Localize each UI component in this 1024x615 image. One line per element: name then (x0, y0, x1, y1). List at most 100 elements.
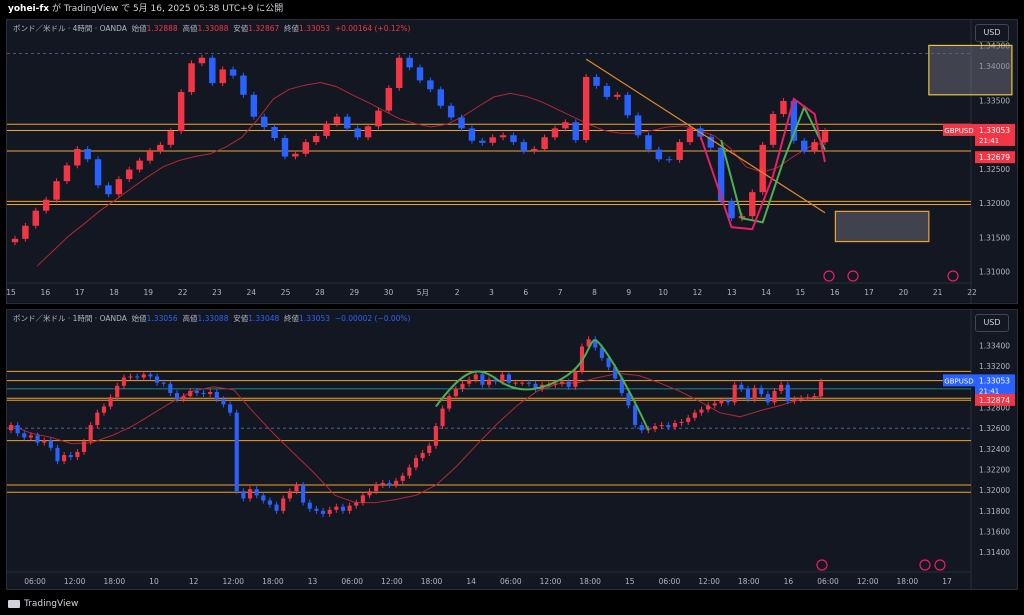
candle (480, 374, 485, 385)
candle (302, 142, 309, 154)
candle (28, 435, 33, 438)
candle (655, 149, 663, 160)
candle (566, 381, 571, 387)
candle (699, 409, 704, 413)
candle (812, 396, 817, 398)
x-tick-label: 18:00 (421, 577, 443, 586)
candle (489, 137, 496, 143)
candle (679, 421, 684, 423)
green-pattern-line (720, 104, 826, 224)
candle (177, 92, 185, 132)
candle (281, 138, 289, 157)
x-tick-label: 20 (899, 288, 909, 297)
candle (241, 491, 246, 499)
x-tick-label: 12 (693, 288, 703, 297)
lightning-event-icon (816, 559, 828, 571)
x-tick-label: 15 (7, 288, 16, 297)
x-tick-label: 5月 (417, 288, 429, 297)
candle (81, 441, 87, 452)
x-tick-label: 9 (626, 288, 631, 297)
currency-button[interactable]: USD (975, 314, 1009, 332)
candle (240, 75, 247, 95)
candle (294, 485, 299, 492)
candle (479, 140, 486, 143)
candle (22, 433, 27, 438)
candle (805, 397, 810, 399)
level-badge: 1.32874 (979, 396, 1010, 405)
x-tick-label: 15 (625, 577, 635, 586)
x-tick-label: 22 (967, 288, 977, 297)
x-tick-label: 12:00 (222, 577, 244, 586)
candle (427, 80, 434, 90)
candle (769, 114, 777, 145)
candle (676, 142, 683, 160)
y-tick-label: 1.32600 (979, 424, 1010, 433)
candle (458, 117, 465, 129)
candle (11, 238, 19, 243)
y-tick-label: 1.31000 (979, 268, 1010, 277)
x-tick-label: 06:00 (341, 577, 363, 586)
candle (234, 412, 239, 492)
x-tick-label: 21 (933, 288, 943, 297)
x-tick-label: 14 (761, 288, 771, 297)
candle (347, 505, 352, 511)
candle (148, 374, 153, 377)
candle (55, 447, 60, 462)
candle (520, 382, 525, 384)
y-tick-label: 1.31400 (979, 548, 1010, 557)
candle (692, 412, 697, 418)
chart-legend-4h: ポンド／米ドル · 4時間 · OANDA 始値1.32888 高値1.3308… (13, 24, 411, 33)
candle (74, 148, 81, 166)
candle (453, 388, 458, 397)
chart-canvas-1h[interactable]: 1.334001.332001.330001.328001.326001.324… (7, 310, 1017, 589)
candle (706, 405, 711, 410)
candle (626, 393, 631, 406)
candle (168, 383, 173, 394)
last-price-badge-price: 1.33053 (979, 376, 1010, 385)
x-tick-label: 17 (942, 577, 952, 586)
publish-info: が TradingView で 5月 16, 2025 05:38 UTC+9 … (51, 4, 284, 14)
uk-flag-event-icon (934, 559, 946, 571)
candle (759, 144, 766, 193)
author-name[interactable]: yohei-fx (8, 4, 50, 14)
candle (385, 87, 393, 111)
chart-canvas-4h[interactable]: 1.343001.340001.335001.330001.325001.320… (7, 20, 1017, 303)
candle (416, 67, 424, 81)
y-tick-label: 1.34000 (979, 62, 1010, 71)
chart-panel-1h[interactable]: 1.334001.332001.330001.328001.326001.324… (6, 309, 1018, 590)
x-tick-label: 06:00 (817, 577, 839, 586)
candle (221, 399, 226, 405)
candle (624, 94, 631, 116)
x-tick-label: 8 (592, 288, 597, 297)
candle (334, 506, 339, 510)
candle (396, 57, 403, 88)
candle (467, 379, 472, 384)
x-tick-label: 13 (727, 288, 737, 297)
us-flag-event-icon (847, 270, 859, 282)
candle (645, 135, 652, 150)
candle (801, 140, 808, 152)
x-tick-label: 19 (144, 288, 154, 297)
x-tick-label: 18:00 (579, 577, 601, 586)
candle (666, 425, 671, 428)
candle (533, 383, 538, 389)
last-price-badge-symbol-bg (943, 374, 975, 387)
x-tick-label: 18 (109, 288, 119, 297)
candle (500, 374, 505, 382)
candle (633, 405, 638, 426)
last-price-badge-countdown: 21:41 (979, 137, 999, 145)
candle (312, 135, 320, 143)
chart-panel-4h[interactable]: 1.343001.340001.335001.330001.325001.320… (6, 19, 1018, 304)
candle (228, 404, 233, 413)
candle (307, 502, 312, 509)
last-price-badge-price-bg (975, 123, 1015, 146)
x-tick-label: 17 (75, 288, 85, 297)
us-flag-event-icon (919, 559, 931, 571)
candle (367, 491, 372, 496)
x-tick-label: 18:00 (103, 577, 125, 586)
y-tick-label: 1.32000 (979, 199, 1010, 208)
last-price-badge-symbol: GBPUSD (944, 377, 973, 385)
lightning-event-icon (823, 270, 835, 282)
candle (8, 425, 14, 431)
currency-button[interactable]: USD (975, 24, 1009, 42)
